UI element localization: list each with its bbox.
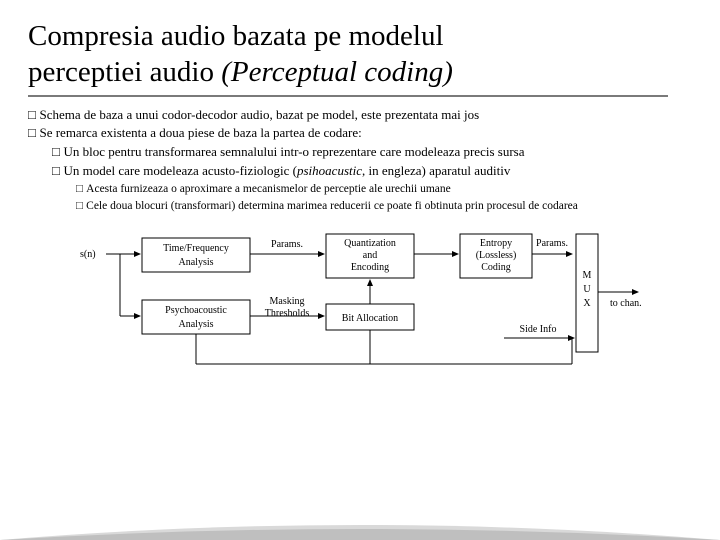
square-bullet-icon: □: [28, 125, 39, 140]
side-info-label: Side Info: [520, 324, 557, 335]
diagram-svg: s(n) Time/Frequency Analysis Psychoacous…: [78, 224, 658, 384]
square-bullet-icon: □: [52, 163, 63, 178]
box-label: Quantization: [344, 238, 396, 249]
bullet-text: Acesta furnizeaza o aproximare a mecanis…: [86, 183, 451, 195]
bullet-item: □ Cele doua blocuri (transformari) deter…: [76, 199, 692, 214]
box-label: M: [583, 270, 592, 281]
content-area: □ Schema de baza a unui codor-decodor au…: [28, 107, 692, 214]
masking-label: Thresholds: [265, 308, 310, 319]
title-line1: Compresia audio bazata pe modelul: [28, 20, 444, 52]
block-diagram: s(n) Time/Frequency Analysis Psychoacous…: [78, 224, 692, 384]
box-label: (Lossless): [476, 250, 517, 261]
bullet-item: □ Acesta furnizeaza o aproximare a mecan…: [76, 182, 692, 197]
bullet-text-italic: psihoacustic: [297, 163, 362, 178]
params-label: Params.: [271, 239, 303, 250]
params-label: Params.: [536, 238, 568, 249]
box-label: Coding: [481, 262, 510, 273]
box-label: Analysis: [179, 257, 214, 268]
slide: Compresia audio bazata pe modelul percep…: [0, 0, 720, 540]
bullet-text: Cele doua blocuri (transformari) determi…: [86, 200, 578, 212]
bullet-text: Un model care modeleaza acusto-fiziologi…: [63, 163, 297, 178]
bullet-item: □ Schema de baza a unui codor-decodor au…: [28, 107, 692, 124]
square-bullet-icon: □: [76, 200, 86, 212]
square-bullet-icon: □: [76, 183, 86, 195]
title-underline: [28, 95, 668, 97]
box-label: X: [583, 298, 591, 309]
bullet-text: , in engleza) aparatul auditiv: [362, 163, 510, 178]
box-label: Encoding: [351, 262, 389, 273]
box-label: Bit Allocation: [342, 313, 398, 324]
title-line2-italic: (Perceptual coding): [221, 56, 453, 88]
input-label: s(n): [80, 249, 96, 260]
bullet-item: □ Un model care modeleaza acusto-fiziolo…: [52, 163, 692, 180]
box-label: Time/Frequency: [163, 243, 229, 254]
bullet-text: Schema de baza a unui codor-decodor audi…: [39, 107, 479, 122]
bullet-text: Se remarca existenta a doua piese de baz…: [39, 125, 361, 140]
bullet-item: □ Se remarca existenta a doua piese de b…: [28, 125, 692, 142]
box-label: Analysis: [179, 319, 214, 330]
bullet-text: Un bloc pentru transformarea semnalului …: [63, 144, 524, 159]
output-label: to chan.: [610, 298, 642, 309]
box-label: and: [363, 250, 377, 261]
box-label: Entropy: [480, 238, 512, 249]
masking-label: Masking: [270, 296, 305, 307]
slide-title: Compresia audio bazata pe modelul percep…: [28, 18, 692, 91]
square-bullet-icon: □: [52, 144, 63, 159]
footer-decoration: [0, 516, 720, 540]
square-bullet-icon: □: [28, 107, 39, 122]
title-line2-plain: perceptiei audio: [28, 56, 221, 88]
box-label: U: [583, 284, 591, 295]
box-label: Psychoacoustic: [165, 305, 227, 316]
bullet-item: □ Un bloc pentru transformarea semnalulu…: [52, 144, 692, 161]
